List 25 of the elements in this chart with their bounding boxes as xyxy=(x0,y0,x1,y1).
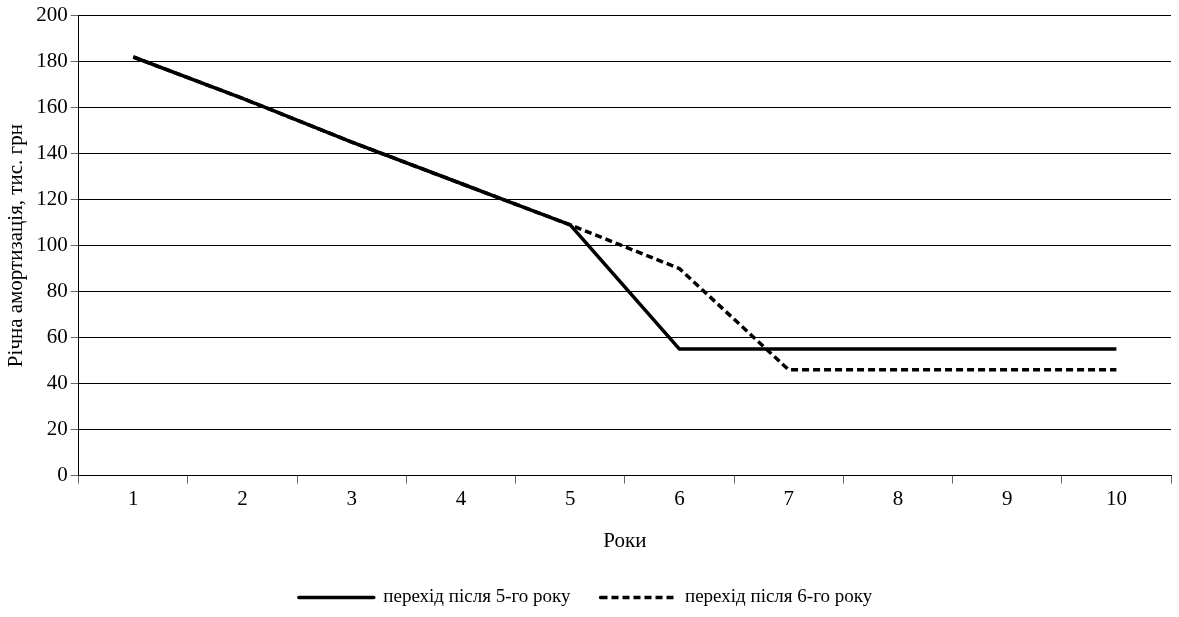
legend-label: перехід після 5-го року xyxy=(383,585,571,607)
x-tick-label: 3 xyxy=(346,485,358,510)
x-tick-label: 6 xyxy=(674,485,685,510)
legend-label: перехід після 6-го року xyxy=(685,585,873,607)
x-tick-label: 4 xyxy=(455,485,467,510)
x-tick-label: 7 xyxy=(783,485,794,510)
x-tick-label: 9 xyxy=(1001,485,1013,510)
x-tick-label: 8 xyxy=(892,485,904,510)
y-tick-label: 60 xyxy=(46,324,68,349)
x-tick-label: 2 xyxy=(237,485,248,510)
y-tick-label: 100 xyxy=(36,232,68,257)
y-tick-label: 40 xyxy=(46,370,68,395)
x-tick-label: 5 xyxy=(564,485,576,510)
x-tick-label: 1 xyxy=(128,485,139,510)
x-axis-title: Роки xyxy=(603,527,647,552)
y-tick-label: 0 xyxy=(57,462,68,487)
x-tick-label: 10 xyxy=(1105,485,1127,510)
y-tick-label: 140 xyxy=(36,140,68,165)
y-tick-label: 20 xyxy=(46,416,68,441)
y-tick-label: 200 xyxy=(36,2,68,27)
y-tick-label: 180 xyxy=(36,48,68,73)
y-tick-label: 160 xyxy=(36,94,68,119)
y-tick-label: 80 xyxy=(46,278,68,303)
y-tick-label: 120 xyxy=(36,186,68,211)
y-axis-title: Річна амортизація, тис. грн xyxy=(3,124,28,368)
